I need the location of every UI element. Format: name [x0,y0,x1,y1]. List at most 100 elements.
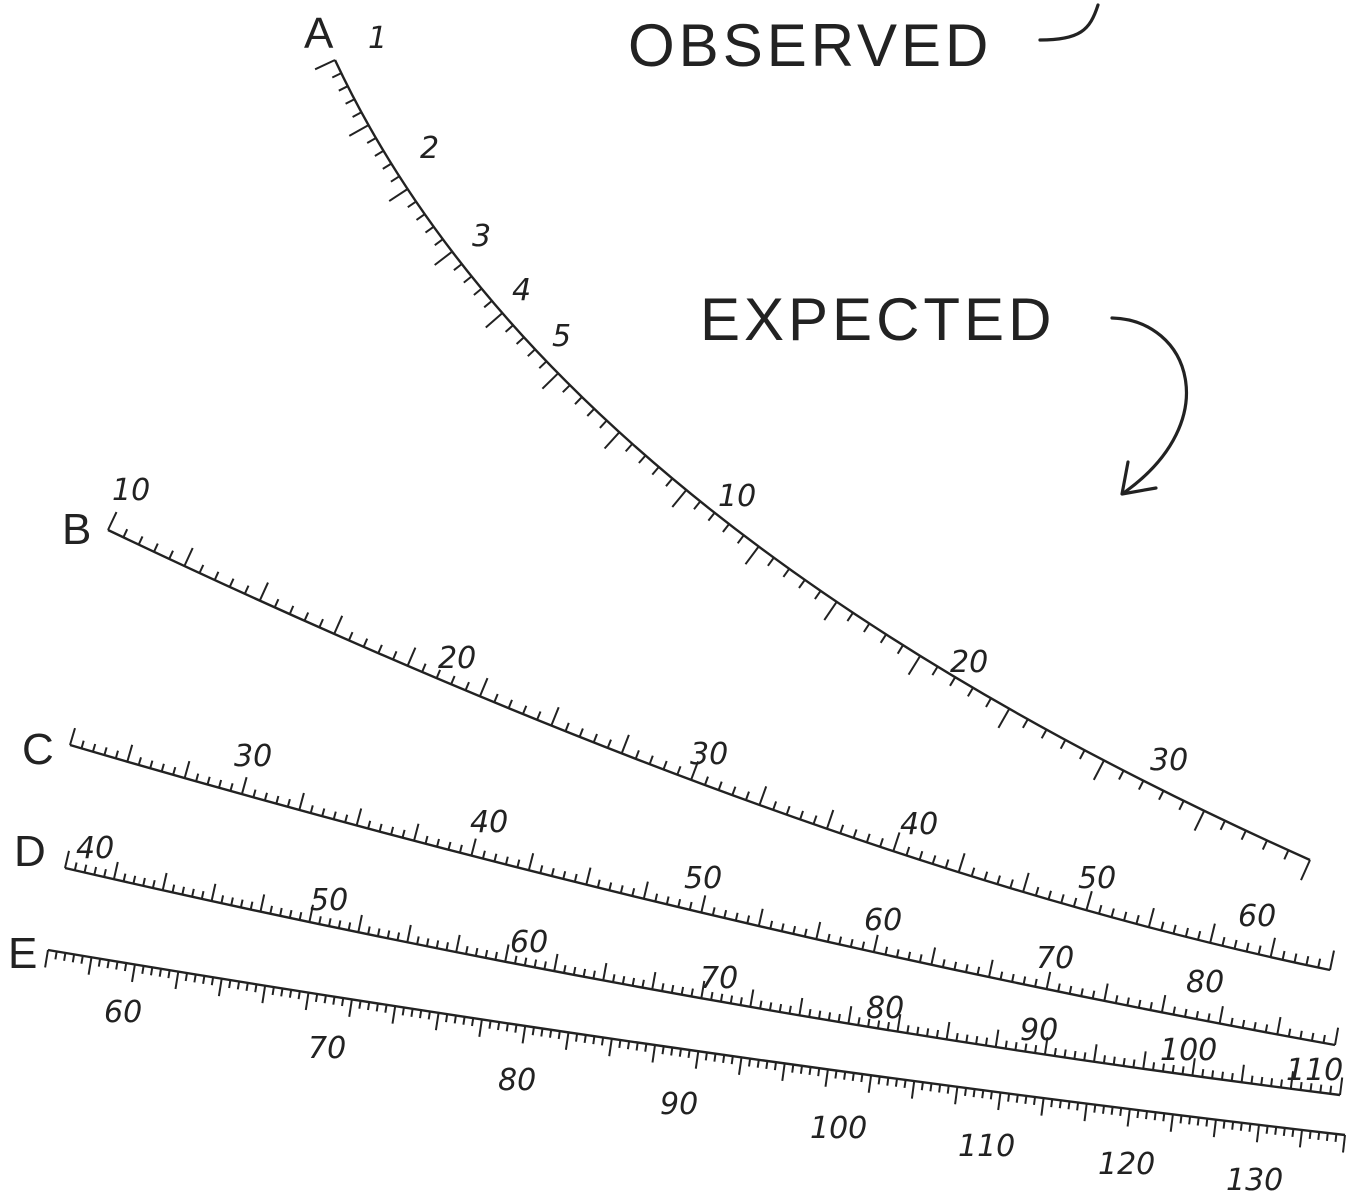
tick-mark [1138,780,1145,791]
tick-mark [1114,995,1119,1004]
tick-mark [538,360,548,369]
tick-mark [1239,1122,1243,1131]
tick-mark [1102,1105,1105,1114]
tick-mark [719,993,724,1002]
tick-mark [321,808,326,817]
tick-mark [1142,1051,1147,1069]
tick-mark [167,970,171,979]
tick-mark [1040,1097,1045,1116]
tick-mark [1169,1114,1174,1132]
tick-mark [1103,983,1109,1002]
tick-mark [592,1036,596,1045]
tick-mark [83,864,88,873]
tick-mark [600,1037,605,1046]
tick-mark [1172,924,1177,934]
tick-mark [931,855,937,865]
tick-mark [218,779,223,788]
tick-mark [782,568,791,578]
scale-e-label-70: 70 [308,1031,346,1066]
scale-b-label-40: 40 [900,807,938,842]
tick-mark [941,959,946,968]
tick-mark [122,528,129,538]
tick-mark [739,997,743,1006]
tick-mark [309,805,314,814]
tick-mark [1079,749,1086,760]
tick-mark [436,838,440,847]
tick-mark [1317,958,1322,968]
tick-mark [651,1044,656,1063]
scale-e-label-90: 90 [660,1087,698,1122]
tick-mark [183,547,194,567]
tick-mark [892,832,901,852]
tick-mark [471,1017,475,1027]
tick-mark [965,964,969,973]
tick-mark [967,687,974,697]
tick-mark [916,1026,920,1035]
tick-mark [1161,1063,1165,1072]
tick-mark [1126,1108,1131,1127]
tick-mark [926,1028,930,1037]
tick-mark [1309,1083,1313,1092]
tick-mark [1274,1126,1278,1135]
tick-mark [514,955,518,964]
tick-mark [1240,830,1247,841]
tick-mark [1098,904,1103,915]
tick-mark [573,873,578,883]
tick-mark [1119,1107,1123,1117]
tick-mark [1230,1072,1234,1082]
scale-c-label-60: 60 [864,903,902,938]
tick-mark [1221,936,1226,947]
tick-mark [286,798,291,808]
tick-mark [288,989,293,998]
tick-mark [1152,1062,1156,1071]
tick-mark [137,757,142,766]
tick-mark [161,872,168,891]
tick-mark [273,598,280,608]
tick-mark [1270,1078,1274,1087]
tick-mark [123,962,128,972]
tick-mark [1299,1081,1303,1091]
scale-b-labels: 10 20 30 40 50 60 [112,473,1276,934]
tick-mark [1172,1006,1176,1015]
scale-d-label-80: 80 [866,991,904,1026]
tick-mark [1255,1124,1260,1143]
tick-mark [341,997,345,1007]
tick-mark [785,805,791,816]
tick-mark [644,1043,648,1052]
tick-mark [357,914,363,933]
tick-mark [252,789,257,798]
tick-mark [661,983,665,992]
scale-e-label-120: 120 [1098,1147,1155,1182]
tick-mark [151,879,156,889]
scale-e-label-110: 110 [958,1129,1015,1164]
scale-c-label-80: 80 [1186,965,1224,1000]
tick-mark [631,977,636,986]
tick-mark [1291,1128,1295,1138]
tick-mark [142,877,146,887]
tick-mark [711,907,716,916]
tick-mark [115,961,119,970]
tick-mark [427,1011,431,1020]
scale-letter-e: E [8,929,37,978]
tick-mark [64,850,70,869]
tick-mark [131,964,136,983]
tick-mark [671,489,688,508]
tick-mark [150,967,154,976]
tick-mark [736,534,745,544]
tick-mark [744,545,760,565]
tick-mark [1299,1030,1303,1039]
tick-mark [536,711,542,721]
tick-mark [1043,1036,1049,1055]
tick-mark [865,833,871,843]
tick-mark [254,984,258,993]
tick-mark [1179,1115,1183,1124]
tick-mark [348,124,369,137]
tick-mark [1060,894,1065,904]
tick-mark [1024,1095,1028,1104]
tick-mark [815,921,822,940]
tick-mark [1188,1116,1192,1125]
scale-a-label-20: 20 [950,645,988,680]
tick-mark [1334,1133,1338,1143]
tick-mark [860,1073,864,1083]
tick-mark [515,336,525,345]
